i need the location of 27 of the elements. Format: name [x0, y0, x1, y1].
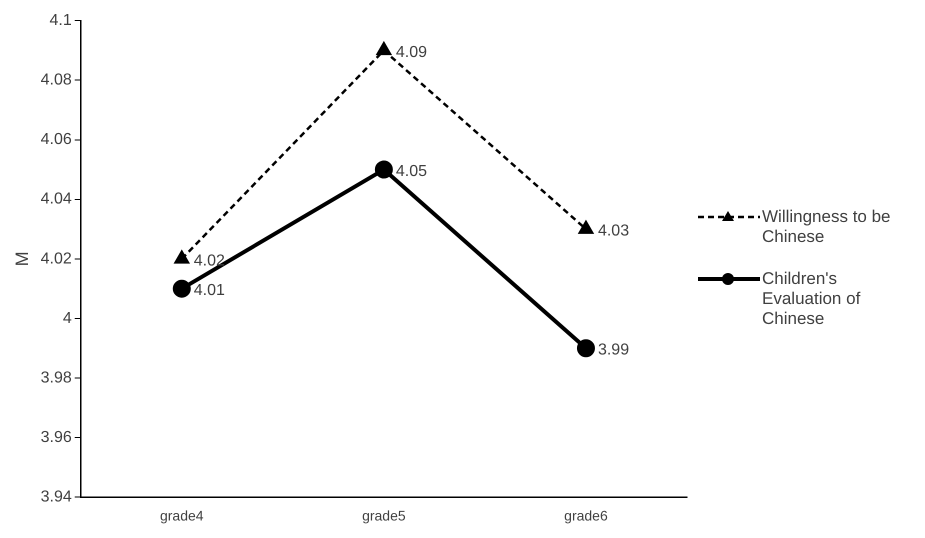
x-tick-label: grade5: [362, 507, 406, 524]
data-label: 3.99: [598, 342, 630, 359]
point: [374, 160, 393, 179]
point: [174, 250, 190, 264]
y-tick-label: 4.1: [49, 12, 72, 30]
y-tick-label: 3.96: [40, 429, 72, 446]
y-tick-label: 3.98: [40, 369, 72, 386]
y-tick-label: 4.02: [40, 250, 72, 268]
y-tick-label: 3.94: [40, 488, 72, 506]
legend-label: Willingness to be Chinese: [762, 207, 892, 247]
data-label: 4.02: [194, 252, 226, 270]
x-tick-label: grade6: [564, 507, 608, 524]
data-label: 4.01: [194, 282, 226, 300]
x-tick-label: grade4: [160, 507, 204, 524]
data-label: 4.05: [396, 162, 428, 180]
y-axis-title: M: [12, 251, 32, 266]
legend-label: Children's Evaluation of Chinese: [762, 269, 862, 329]
y-tick-label: 4.04: [40, 190, 72, 208]
point: [576, 339, 595, 358]
point: [172, 280, 191, 298]
y-tick-label: 4: [62, 310, 72, 327]
y-tick-label: 4.06: [40, 131, 72, 148]
y-tick-label: 4.08: [40, 72, 72, 89]
data-label: 4.03: [598, 222, 630, 240]
point: [578, 220, 594, 234]
point: [376, 42, 392, 56]
data-label: 4.09: [396, 44, 428, 61]
